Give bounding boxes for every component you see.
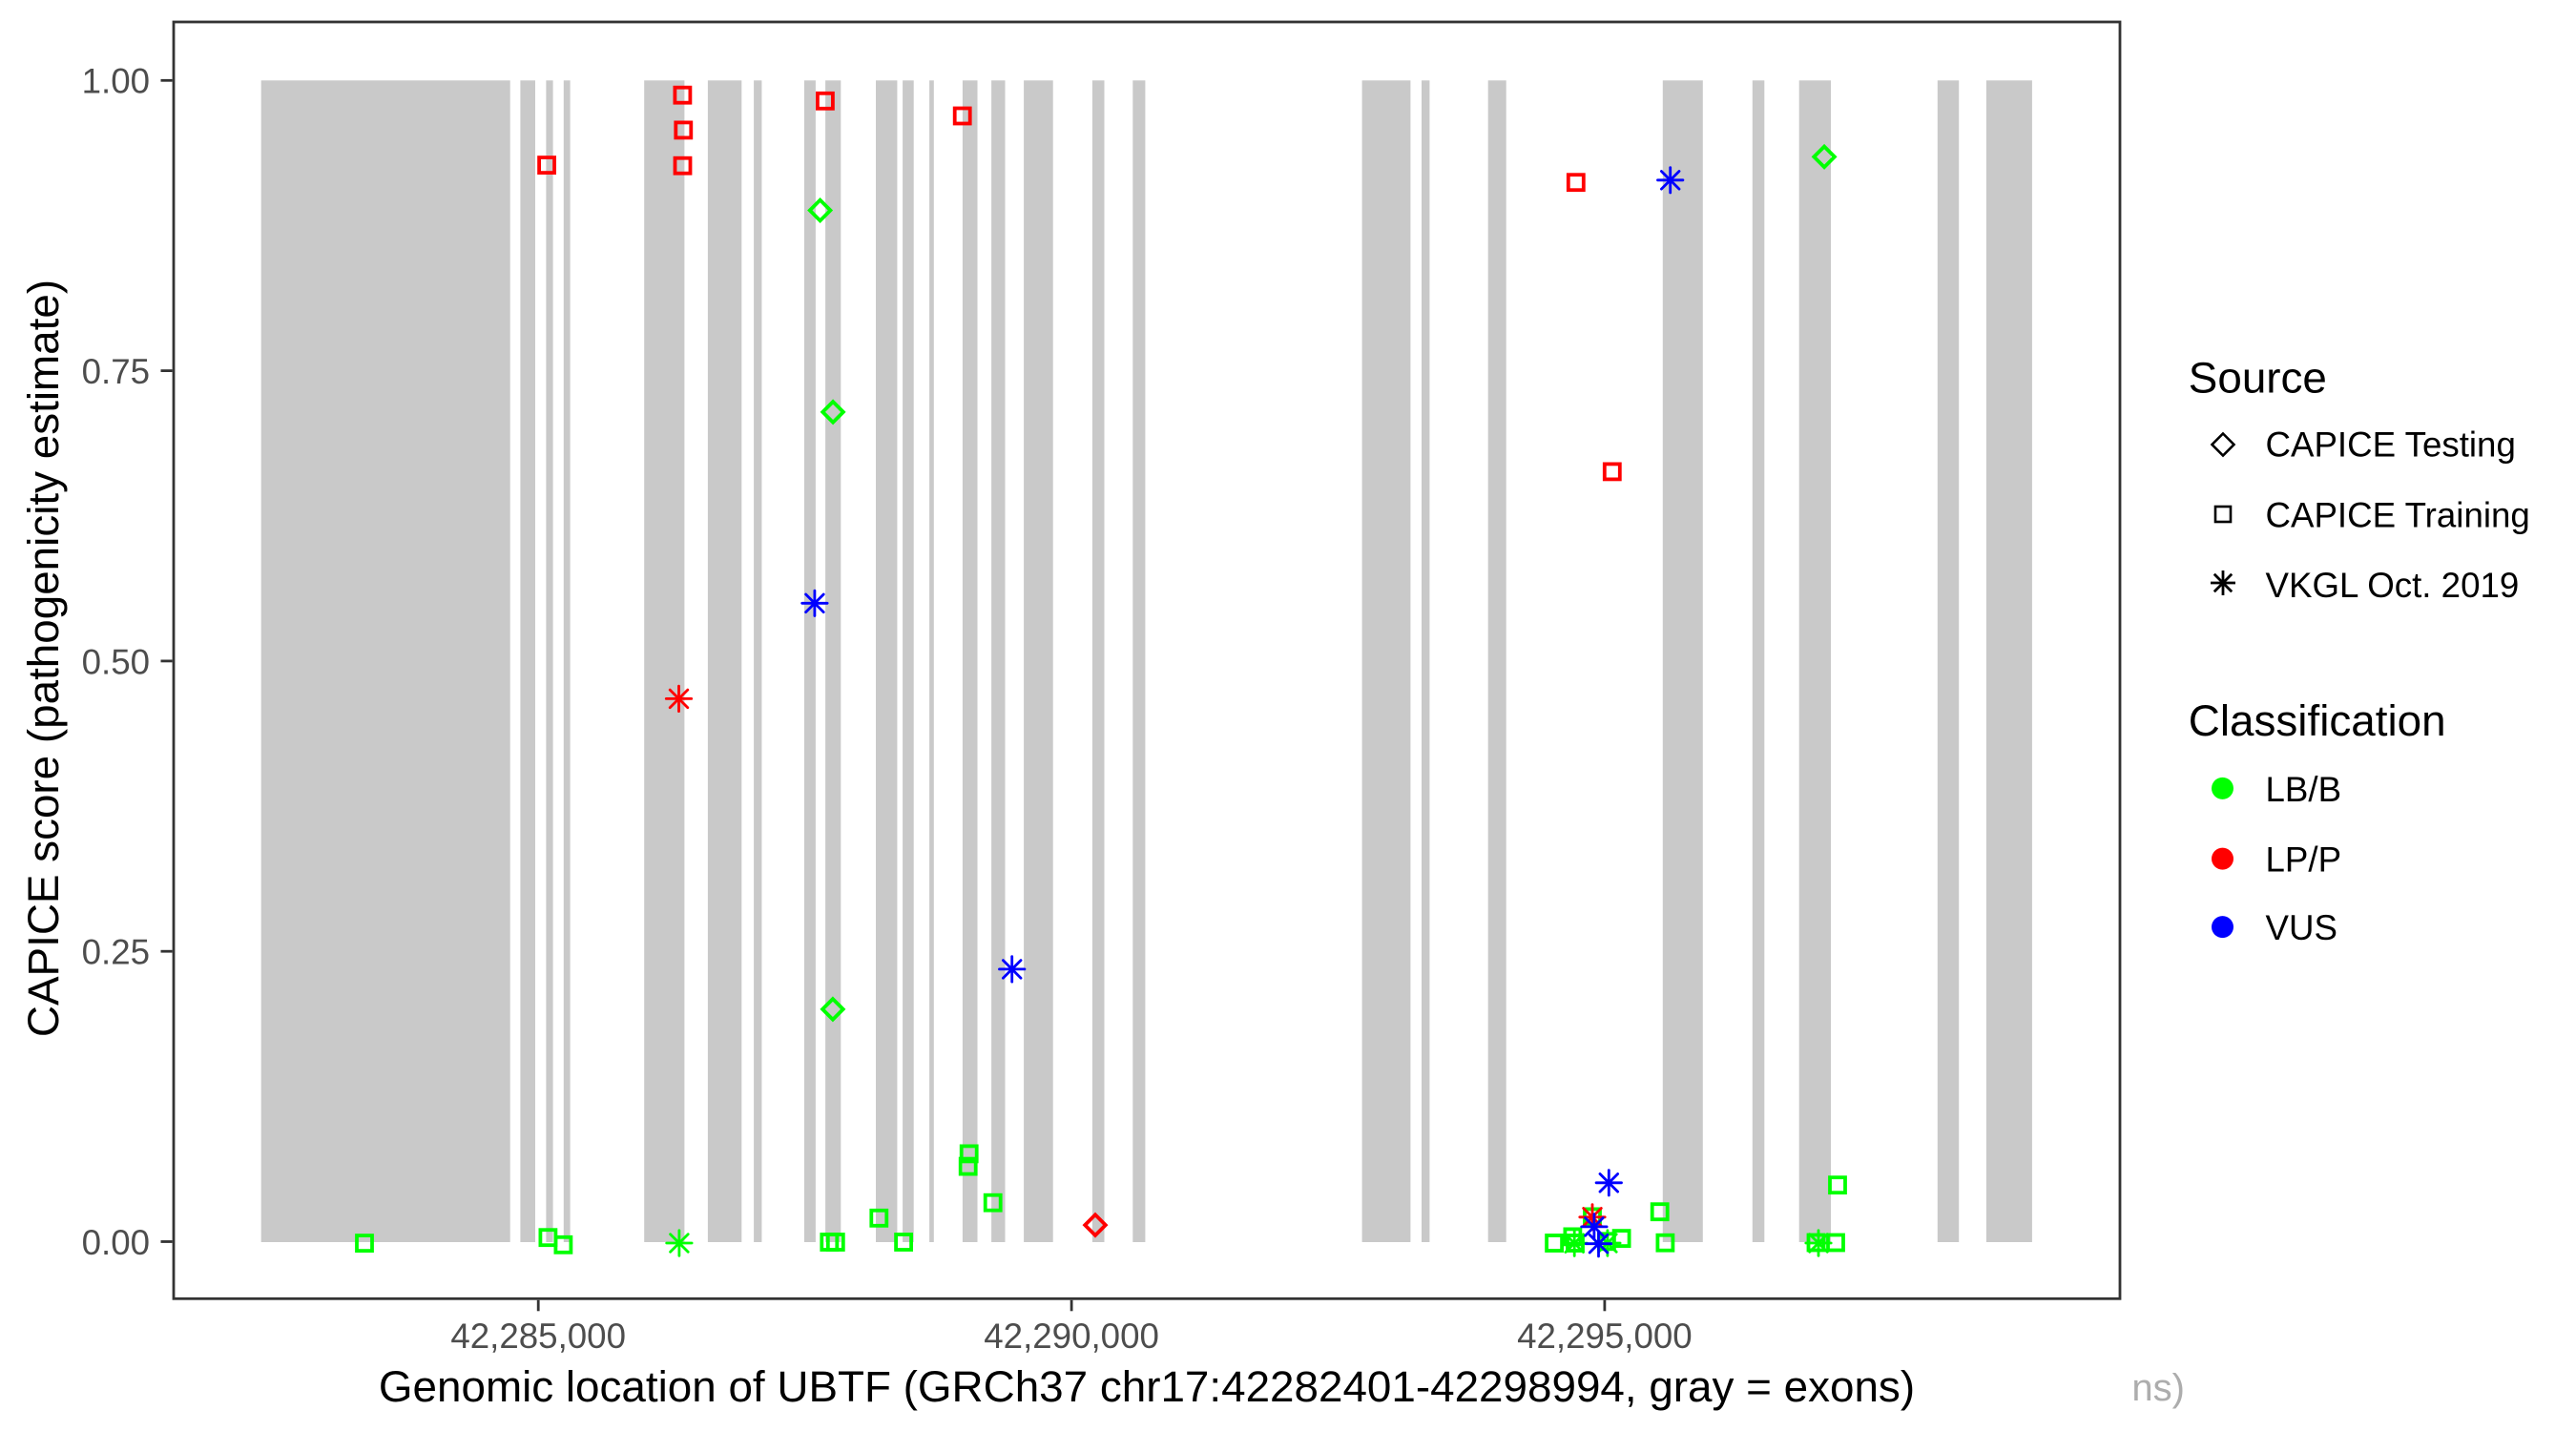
svg-text:42,285,000: 42,285,000 (450, 1317, 626, 1356)
svg-text:LP/P: LP/P (2266, 840, 2342, 880)
svg-text:42,295,000: 42,295,000 (1517, 1317, 1693, 1356)
svg-text:ns): ns) (2131, 1367, 2185, 1409)
svg-text:0.50: 0.50 (82, 642, 150, 681)
svg-text:VUS: VUS (2266, 908, 2337, 947)
svg-text:CAPICE Testing: CAPICE Testing (2266, 425, 2516, 464)
svg-text:Genomic location of UBTF (GRCh: Genomic location of UBTF (GRCh37 chr17:4… (379, 1362, 1915, 1411)
svg-text:0.75: 0.75 (82, 352, 150, 391)
svg-text:CAPICE Training: CAPICE Training (2266, 495, 2530, 534)
svg-text:LB/B: LB/B (2266, 770, 2342, 809)
svg-text:VKGL Oct. 2019: VKGL Oct. 2019 (2266, 566, 2520, 605)
svg-text:1.00: 1.00 (82, 62, 150, 101)
svg-text:CAPICE score (pathogenicity es: CAPICE score (pathogenicity estimate) (19, 280, 68, 1037)
svg-text:Classification: Classification (2189, 696, 2446, 745)
svg-text:0.25: 0.25 (82, 933, 150, 972)
svg-text:Source: Source (2189, 354, 2327, 403)
svg-text:0.00: 0.00 (82, 1223, 150, 1262)
svg-text:42,290,000: 42,290,000 (984, 1317, 1159, 1356)
